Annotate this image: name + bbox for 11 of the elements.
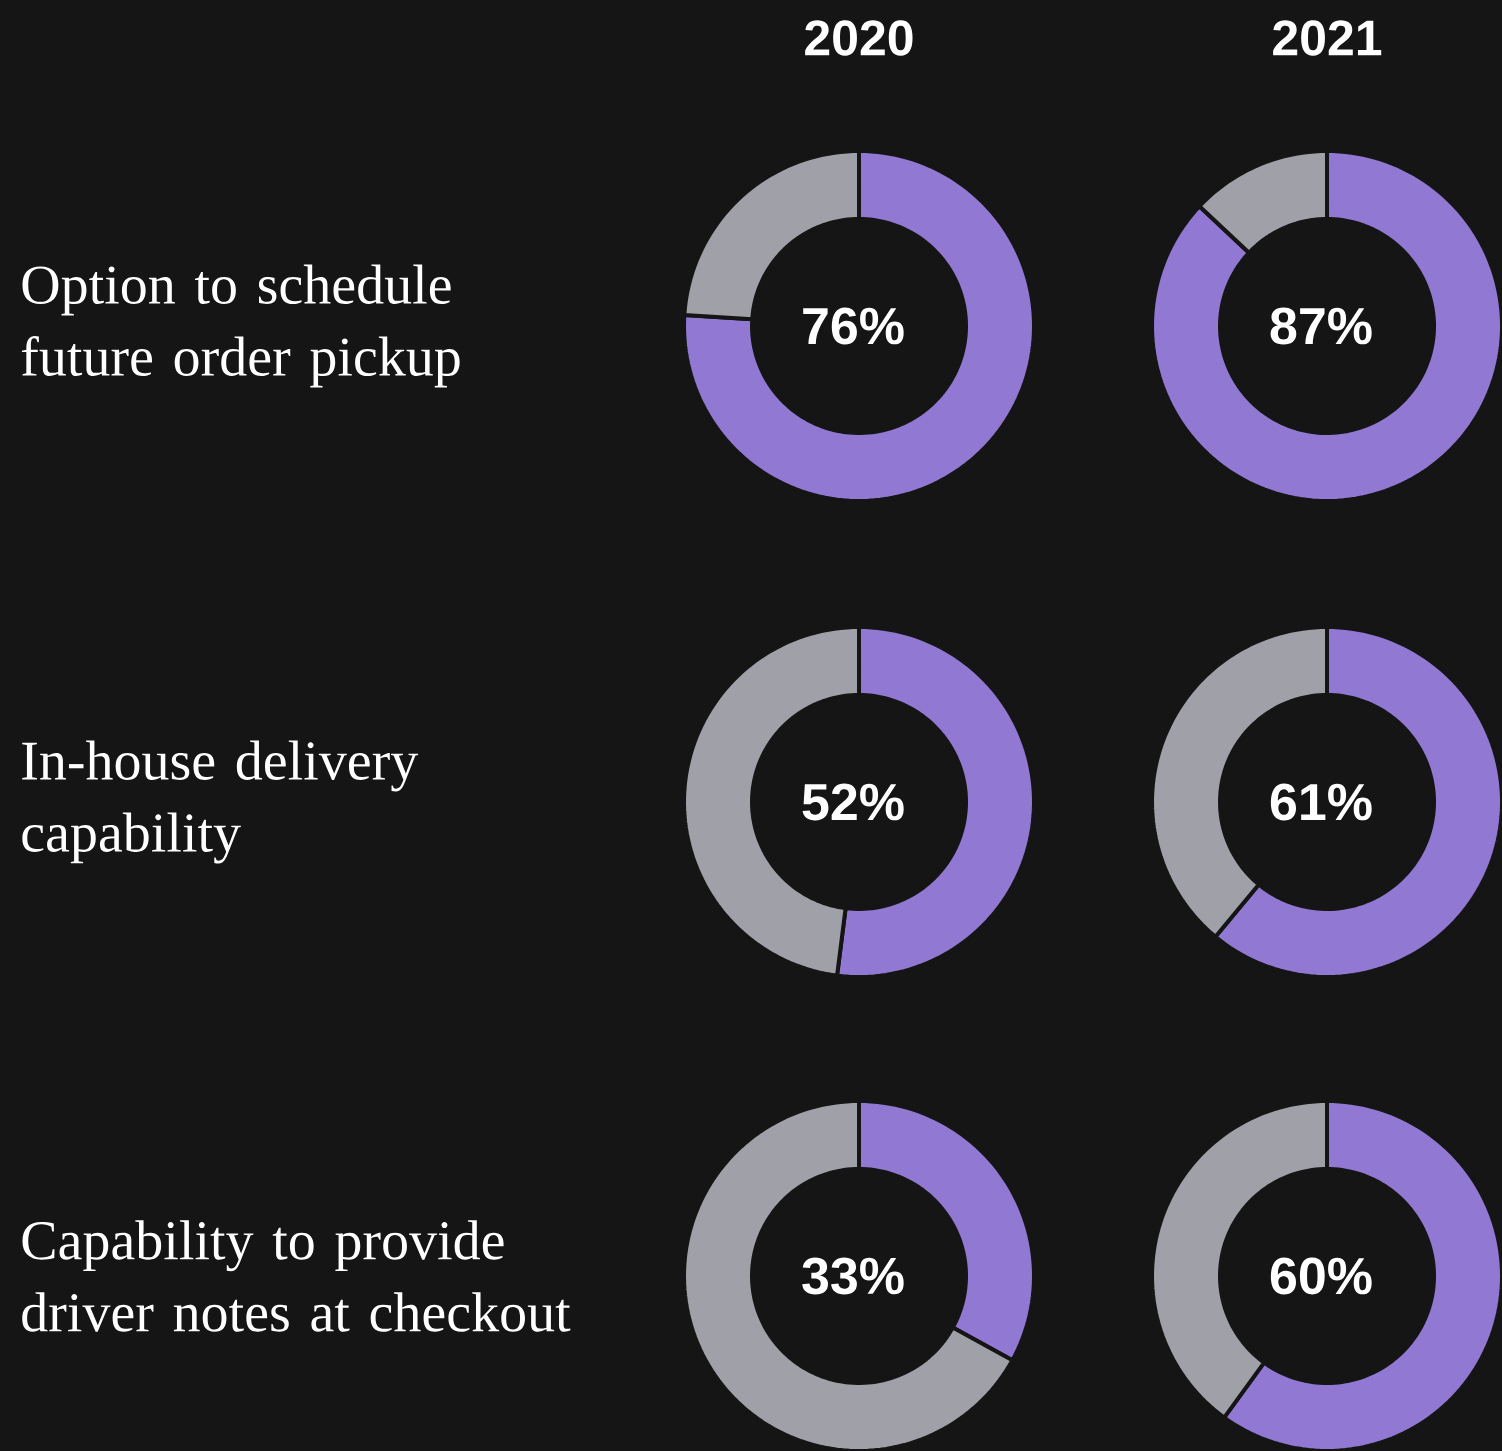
text: 33%: [802, 1257, 904, 1295]
text: 52%: [802, 783, 904, 821]
text: 76%: [803, 307, 904, 345]
chart-title: 2021: [1273, 20, 1382, 56]
text: In-house delivery capability: [22, 740, 419, 864]
text: Option to schedule future order pickup: [21, 264, 460, 388]
text: 60%: [1270, 1257, 1372, 1295]
chart-title: 2020: [805, 20, 913, 56]
text: 87%: [1270, 307, 1372, 345]
text: 61%: [1270, 783, 1372, 821]
text: Capability to provide driver notes at checkout: [22, 1220, 571, 1332]
